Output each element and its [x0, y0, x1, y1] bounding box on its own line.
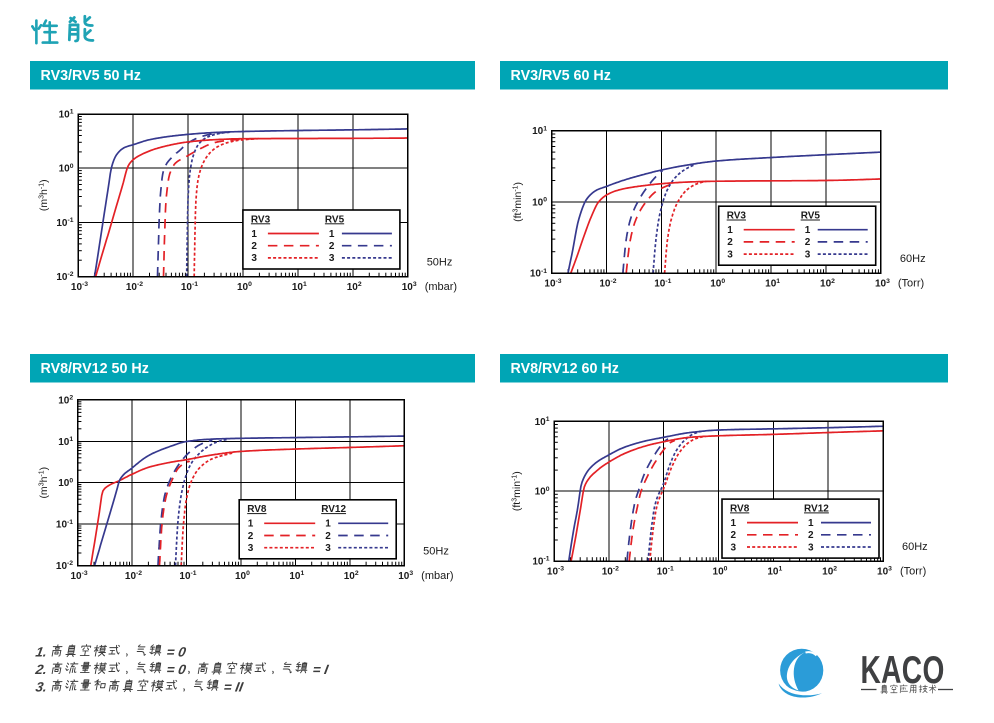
svg-text:103: 103 — [402, 281, 417, 293]
svg-text:1: 1 — [251, 229, 257, 240]
svg-text:60Hz: 60Hz — [900, 253, 926, 265]
svg-text:101: 101 — [767, 566, 782, 578]
svg-text:3: 3 — [727, 249, 733, 260]
svg-text:100: 100 — [710, 278, 725, 290]
svg-text:3: 3 — [251, 253, 257, 264]
svg-text:10-1: 10-1 — [56, 519, 73, 531]
svg-text:RV12: RV12 — [804, 503, 829, 514]
svg-text:3: 3 — [329, 253, 335, 264]
svg-text:(mbar): (mbar) — [421, 570, 453, 582]
svg-text:102: 102 — [347, 281, 362, 293]
svg-text:(ft3min-1): (ft3min-1) — [511, 471, 523, 511]
svg-text:100: 100 — [237, 281, 252, 293]
svg-text:102: 102 — [344, 570, 359, 582]
svg-text:1: 1 — [727, 225, 733, 236]
svg-text:1.: 1. — [34, 645, 48, 660]
svg-text:102: 102 — [820, 278, 835, 290]
svg-text:(m3h-1): (m3h-1) — [38, 179, 50, 211]
svg-text:(ft3min-1): (ft3min-1) — [512, 182, 524, 222]
svg-text:100: 100 — [59, 163, 74, 175]
svg-text:2: 2 — [731, 530, 737, 541]
svg-text:101: 101 — [535, 416, 550, 428]
svg-text:3: 3 — [808, 542, 814, 553]
svg-text:1: 1 — [731, 518, 737, 529]
svg-text:2: 2 — [805, 237, 811, 248]
svg-text:3: 3 — [805, 249, 811, 260]
svg-text:101: 101 — [59, 109, 74, 121]
svg-text:2.: 2. — [33, 662, 48, 677]
svg-text:1: 1 — [325, 519, 331, 530]
svg-text:RV8: RV8 — [247, 504, 267, 515]
svg-text:10-2: 10-2 — [599, 278, 616, 290]
svg-text:3.: 3. — [34, 680, 48, 695]
svg-text:100: 100 — [235, 570, 250, 582]
svg-text:= I: = I — [308, 662, 331, 677]
svg-text:10-2: 10-2 — [56, 271, 73, 283]
svg-text:103: 103 — [398, 570, 413, 582]
svg-text:100: 100 — [532, 197, 547, 209]
svg-text:2: 2 — [727, 237, 733, 248]
svg-text:2: 2 — [808, 530, 814, 541]
svg-text:100: 100 — [535, 486, 550, 498]
svg-text:50Hz: 50Hz — [423, 546, 449, 558]
svg-text:102: 102 — [822, 566, 837, 578]
svg-text:RV3: RV3 — [251, 214, 271, 225]
svg-text:3: 3 — [731, 542, 737, 553]
svg-text:(Torr): (Torr) — [900, 566, 926, 578]
svg-text:10-1: 10-1 — [654, 278, 671, 290]
svg-text:50Hz: 50Hz — [427, 257, 453, 269]
svg-text:101: 101 — [292, 281, 307, 293]
svg-text:= 0: = 0 — [162, 645, 188, 660]
svg-text:10-2: 10-2 — [126, 281, 143, 293]
svg-text:101: 101 — [58, 436, 73, 448]
svg-text:10-2: 10-2 — [602, 566, 619, 578]
svg-text:10-1: 10-1 — [530, 268, 547, 280]
svg-text:= 0: = 0 — [162, 662, 188, 677]
svg-text:(m3h-1): (m3h-1) — [38, 467, 50, 499]
svg-text:102: 102 — [58, 395, 73, 407]
svg-text:1: 1 — [805, 225, 811, 236]
svg-text:103: 103 — [877, 566, 892, 578]
svg-text:RV3: RV3 — [727, 211, 747, 222]
svg-text:3: 3 — [325, 543, 331, 554]
svg-text:RV12: RV12 — [321, 504, 346, 515]
svg-text:101: 101 — [532, 125, 547, 137]
svg-text:10-1: 10-1 — [657, 566, 674, 578]
svg-text:60Hz: 60Hz — [902, 541, 928, 553]
svg-text:(mbar): (mbar) — [425, 281, 457, 293]
svg-text:RV3/RV5 60 Hz: RV3/RV5 60 Hz — [511, 68, 611, 84]
svg-text:RV5: RV5 — [325, 214, 345, 225]
svg-text:10-3: 10-3 — [544, 278, 561, 290]
svg-text:101: 101 — [765, 278, 780, 290]
svg-text:10-1: 10-1 — [181, 281, 198, 293]
svg-text:10-3: 10-3 — [71, 570, 88, 582]
svg-text:101: 101 — [289, 570, 304, 582]
svg-text:RV5: RV5 — [801, 211, 821, 222]
svg-text:100: 100 — [58, 477, 73, 489]
svg-text:3: 3 — [248, 543, 254, 554]
svg-text:1: 1 — [248, 519, 254, 530]
svg-text:100: 100 — [713, 566, 728, 578]
svg-text:10-2: 10-2 — [56, 560, 73, 572]
svg-text:2: 2 — [329, 241, 335, 252]
svg-text:10-1: 10-1 — [532, 556, 549, 568]
svg-text:10-1: 10-1 — [56, 217, 73, 229]
svg-text:1: 1 — [808, 518, 814, 529]
svg-text:2: 2 — [251, 241, 257, 252]
svg-text:10-1: 10-1 — [179, 570, 196, 582]
svg-text:103: 103 — [875, 278, 890, 290]
svg-text:2: 2 — [325, 531, 331, 542]
svg-text:10-3: 10-3 — [71, 281, 88, 293]
svg-text:(Torr): (Torr) — [898, 278, 924, 290]
svg-text:10-3: 10-3 — [547, 566, 564, 578]
svg-text:10-2: 10-2 — [125, 570, 142, 582]
svg-text:RV8/RV12 60 Hz: RV8/RV12 60 Hz — [511, 361, 619, 377]
svg-text:RV8/RV12 50 Hz: RV8/RV12 50 Hz — [41, 361, 149, 377]
svg-text:1: 1 — [329, 229, 335, 240]
svg-text:2: 2 — [248, 531, 254, 542]
svg-text:KACO: KACO — [861, 649, 945, 692]
svg-text:RV8: RV8 — [730, 503, 750, 514]
svg-text:RV3/RV5 50 Hz: RV3/RV5 50 Hz — [41, 68, 141, 84]
svg-text:= II: = II — [219, 680, 246, 695]
